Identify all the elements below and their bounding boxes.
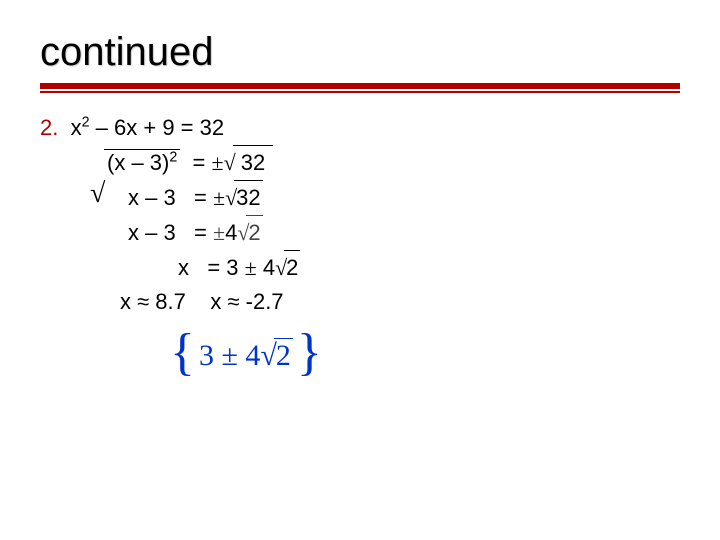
line-4: x – 3 = ±4√2 (40, 215, 680, 250)
problem-number: 2. (40, 115, 58, 140)
solution-set: { 3 ± 4√2 } (170, 338, 680, 373)
sqrt-icon-3: √2 (237, 215, 262, 250)
line-2: √ (x – 3)2 = ±√ 32 (40, 145, 680, 180)
slide: continued 2. x2 – 6x + 9 = 32 √ (x – 3)2… (0, 0, 720, 403)
sqrt-icon: √ 32 (224, 145, 274, 180)
solution-expr: 3 ± 4√2 (195, 338, 297, 373)
title-rule-thin (40, 91, 680, 93)
line-3: x – 3 = ±√32 (40, 180, 680, 215)
sqrt-icon-sol: √2 (260, 338, 292, 373)
title-rule-thick (40, 83, 680, 89)
math-content: 2. x2 – 6x + 9 = 32 √ (x – 3)2 = ±√ 32 x… (40, 111, 680, 320)
sqrt-icon-4: √2 (275, 250, 300, 285)
line-5: x = 3 ± 4√2 (40, 250, 680, 285)
line-1: 2. x2 – 6x + 9 = 32 (40, 111, 680, 145)
line-6: x ≈ 8.7 x ≈ -2.7 (40, 285, 680, 319)
slide-title: continued (40, 30, 680, 75)
sqrt-icon-2: √32 (225, 180, 263, 215)
